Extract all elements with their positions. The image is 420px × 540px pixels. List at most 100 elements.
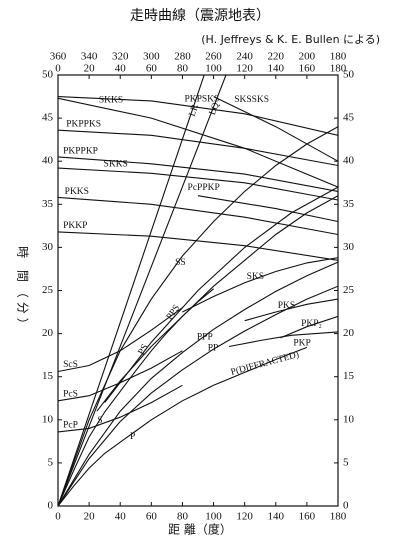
y-tick-label: 5: [48, 456, 54, 468]
x-tick-label: 180: [330, 511, 347, 523]
y-tick-label: 35: [42, 198, 54, 210]
x-tick-label-top: 80: [177, 63, 189, 75]
x2-tick-label: 180: [330, 51, 347, 63]
curve-label: PPP: [197, 332, 213, 342]
curve-label: SKKS: [104, 160, 128, 170]
y-tick-label: 30: [42, 241, 54, 253]
x-tick-label-top: 60: [146, 63, 158, 75]
x-tick-label: 60: [146, 511, 158, 523]
x-tick-label: 120: [236, 511, 253, 523]
x-tick-label-top: 120: [236, 63, 253, 75]
curve-label: PKPPKP: [63, 146, 98, 156]
curve-label: P(DIFFRACTED): [230, 349, 301, 378]
x-tick-label: 100: [205, 511, 222, 523]
x-tick-label-top: 160: [299, 63, 316, 75]
x-tick-label: 0: [55, 511, 61, 523]
travel-time-curve: [213, 96, 338, 162]
travel-time-curve: [58, 350, 183, 402]
x-tick-label: 40: [115, 511, 127, 523]
curve-label: PS: [137, 343, 151, 357]
travel-time-curve: [104, 186, 338, 403]
travel-time-curve: [197, 195, 338, 223]
curve-label: S: [97, 416, 102, 426]
y-tick-label: 20: [42, 327, 54, 339]
x2-tick-label: 360: [50, 51, 67, 63]
travel-time-curve: [213, 346, 308, 386]
curve-label: PKP: [293, 339, 310, 349]
x-tick-label: 20: [84, 511, 96, 523]
y2-tick-label: 10: [343, 413, 355, 425]
y2-tick-label: 35: [343, 198, 355, 210]
y2-tick-label: 5: [343, 456, 349, 468]
x-tick-label-top: 140: [268, 63, 285, 75]
curve-label: PP: [208, 343, 219, 353]
chart-subtitle: (H. Jeffreys & K. E. Bullen による): [201, 33, 380, 46]
travel-time-curve: [244, 298, 338, 322]
x-tick-label-top: 180: [330, 63, 347, 75]
y-tick-label: 0: [48, 500, 54, 512]
y2-tick-label: 0: [343, 500, 349, 512]
x2-tick-label: 300: [143, 51, 160, 63]
x2-tick-label: 340: [81, 51, 98, 63]
x2-tick-label: 320: [112, 51, 129, 63]
travel-time-curve: [58, 167, 338, 201]
curve-label: PcPPKP: [188, 183, 220, 193]
travel-time-curve: [280, 315, 338, 339]
x-tick-label-top: 100: [205, 63, 222, 75]
travel-time-curve: [58, 196, 338, 236]
y2-tick-label: 50: [343, 69, 355, 81]
curve-label: PKP₂: [301, 319, 322, 329]
travel-time-curve: [58, 97, 338, 188]
curve-label: SKKS: [99, 96, 123, 106]
x2-tick-label: 280: [174, 51, 191, 63]
y-tick-label: 45: [42, 112, 54, 124]
x-tick-label-top: 0: [55, 63, 61, 75]
travel-time-curve: [58, 307, 183, 373]
y2-tick-label: 20: [343, 327, 355, 339]
curve-label: PKKS: [65, 187, 89, 197]
travel-time-curve: [58, 231, 338, 261]
curve-label: PKPPKS: [66, 120, 101, 130]
x2-tick-label: 220: [268, 51, 285, 63]
y2-tick-label: 25: [343, 284, 355, 296]
x-axis-title: 距 離（度）: [168, 522, 232, 537]
y2-tick-label: 30: [343, 241, 355, 253]
travel-time-curve: [58, 285, 338, 506]
curve-label: P: [130, 432, 135, 442]
travel-time-curve: [58, 96, 338, 136]
curve-label: LR: [188, 103, 201, 118]
y-tick-label: 40: [42, 155, 54, 167]
y-tick-label: 50: [42, 69, 54, 81]
y-axis-title: 時 間（分）: [16, 246, 30, 334]
travel-time-curve: [58, 75, 205, 506]
travel-time-curve: [58, 75, 227, 506]
travel-time-curve: [228, 331, 338, 348]
curve-label: ScS: [63, 360, 78, 370]
travel-time-curve: [58, 384, 214, 506]
x-tick-label: 160: [299, 511, 316, 523]
x2-tick-label: 240: [236, 51, 253, 63]
travel-time-curve: [58, 156, 338, 192]
chart-title: 走時曲線（震源地表）: [130, 8, 270, 24]
y2-tick-label: 15: [343, 370, 355, 382]
curve-label: LQ: [208, 101, 222, 116]
x2-tick-label: 200: [299, 51, 316, 63]
y-tick-label: 15: [42, 370, 54, 382]
curve-label: PcS: [63, 390, 78, 400]
curve-label: SS: [175, 258, 186, 268]
x-tick-label: 140: [268, 511, 285, 523]
travel-time-curve: [58, 129, 338, 167]
travel-time-curve: [58, 261, 338, 506]
travel-time-curve: [58, 384, 183, 433]
travel-time-curve: [182, 257, 338, 313]
curve-label: PKKP: [63, 221, 87, 231]
curve-label: SKSSKS: [234, 95, 269, 105]
x-tick-label: 80: [177, 511, 189, 523]
curve-label: SKS: [247, 272, 264, 282]
x2-tick-label: 260: [205, 51, 222, 63]
x-tick-label-top: 40: [115, 63, 127, 75]
y2-tick-label: 45: [343, 112, 355, 124]
curve-label: PcP: [63, 421, 78, 431]
y-tick-label: 10: [42, 413, 54, 425]
